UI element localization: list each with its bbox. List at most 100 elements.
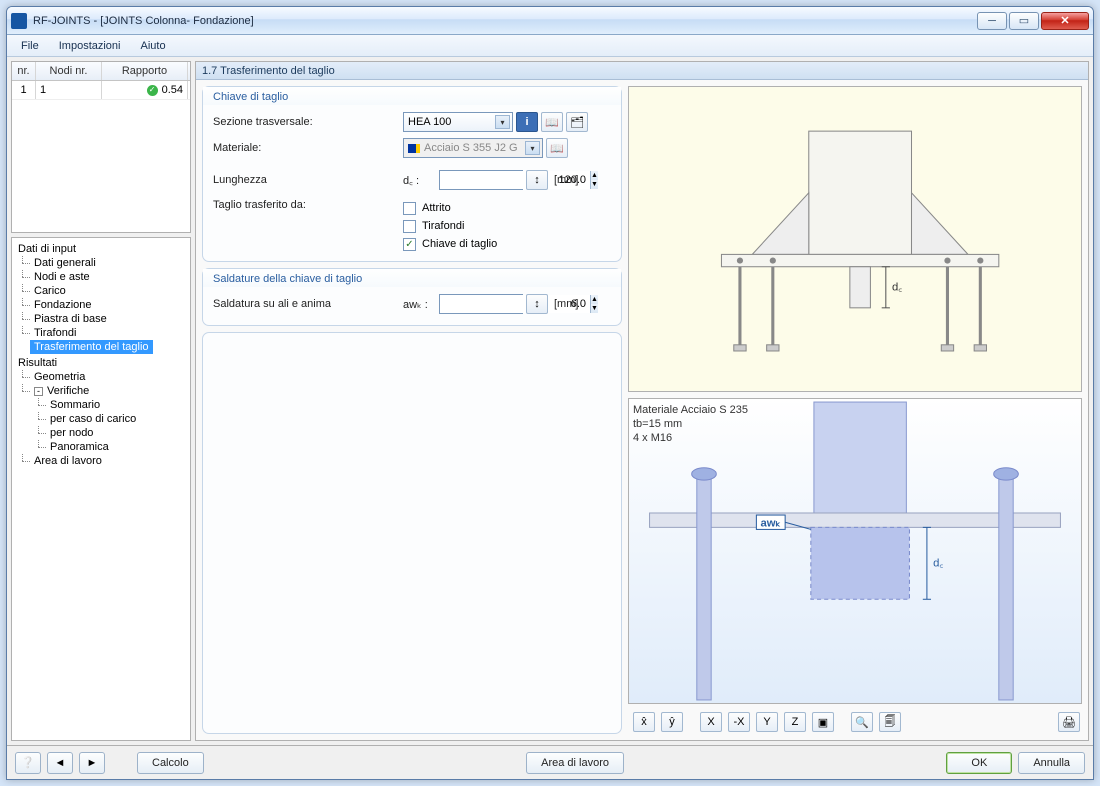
cell-nr: 1 [12,81,36,99]
tree-per-caso[interactable]: per caso di carico [14,412,188,426]
rapporto-value: 0.54 [162,81,183,99]
label-materiale: Materiale: [213,142,403,154]
view-y-icon[interactable]: ŷ [661,712,683,732]
titlebar[interactable]: RF-JOINTS - [JOINTS Colonna- Fondazione]… [7,7,1093,35]
tree-per-nodo[interactable]: per nodo [14,426,188,440]
materiale-library-button[interactable]: 📖 [546,138,568,158]
preview-toolbar: x̂ ŷ X -X Y Z ▣ 🔍 🗐 🖨 [628,710,1082,734]
tree-dati-generali[interactable]: Dati generali [14,256,188,270]
tree-verifiche[interactable]: -Verifiche [14,384,188,398]
tree-results-header[interactable]: Risultati [14,356,188,370]
expand-icon[interactable]: - [34,387,43,396]
svg-text:d꜀: d꜀ [892,281,902,293]
spinner-dc[interactable]: ▲▼ [439,170,523,190]
cell-nodi: 1 [36,81,102,99]
library-button[interactable]: 📖 [541,112,563,132]
axis-y-icon[interactable]: Y [756,712,778,732]
col-nodi[interactable]: Nodi nr. [36,62,102,80]
annulla-button[interactable]: Annulla [1018,752,1085,774]
axis-z-icon[interactable]: Z [784,712,806,732]
diagram-2d: d꜀ [629,87,1081,391]
zoom-icon[interactable]: 🔍 [851,712,873,732]
grid-header: nr. Nodi nr. Rapporto [12,62,190,81]
ok-button[interactable]: OK [946,752,1012,774]
menu-help[interactable]: Aiuto [133,38,174,54]
tree-trasf-taglio[interactable]: Trasferimento del taglio [30,340,153,354]
grid-row[interactable]: 1 1 ✓ 0.54 [12,81,190,100]
tree-nodi-aste[interactable]: Nodi e aste [14,270,188,284]
close-button[interactable]: ✕ [1041,12,1089,30]
print-icon[interactable]: 🖨 [1058,712,1080,732]
svg-text:aᴡₖ: aᴡₖ [760,517,780,529]
tree-tirafondi[interactable]: Tirafondi [14,326,188,340]
iso-view-icon[interactable]: ▣ [812,712,834,732]
tree-geometria[interactable]: Geometria [14,370,188,384]
spin-down-icon[interactable]: ▼ [590,304,598,313]
info-button[interactable]: i [516,112,538,132]
sym-awk: aᴡₖ : [403,298,439,311]
chevron-down-icon[interactable]: ▾ [525,141,540,155]
eu-flag-icon [408,144,420,153]
col-nr[interactable]: nr. [12,62,36,80]
label-sezione: Sezione trasversale: [213,116,403,128]
group-saldature: Saldature della chiave di taglio Saldatu… [202,268,622,326]
pick-button[interactable]: 🗂 [566,112,588,132]
client-area: nr. Nodi nr. Rapporto 1 1 ✓ 0.54 Dati di… [7,57,1093,745]
spin-up-icon[interactable]: ▲ [590,295,598,304]
dropdown-materiale[interactable]: Acciaio S 355 J2 G ▾ [403,138,543,158]
navigation-tree[interactable]: Dati di input Dati generali Nodi e aste … [11,237,191,741]
opt-chiave: Chiave di taglio [422,238,497,250]
preview-3d[interactable]: Materiale Acciaio S 235 tb=15 mm 4 x M16 [628,398,1082,704]
label-lunghezza: Lunghezza [213,174,403,186]
preview-2d[interactable]: d꜀ [628,86,1082,392]
maximize-button[interactable]: ▭ [1009,12,1039,30]
unit-dc: [mm] [554,174,584,186]
tree-panoramica[interactable]: Panoramica [14,440,188,454]
help-button[interactable]: ❔ [15,752,41,774]
sym-dc: d꜀ : [403,173,439,188]
app-icon [11,13,27,29]
prev-button[interactable]: ◄ [47,752,73,774]
spin-down-icon[interactable]: ▼ [590,180,598,189]
next-button[interactable]: ► [79,752,105,774]
area-lavoro-button[interactable]: Area di lavoro [526,752,624,774]
menubar: File Impostazioni Aiuto [7,35,1093,57]
spinner-awk[interactable]: ▲▼ [439,294,523,314]
menu-settings[interactable]: Impostazioni [51,38,129,54]
view-x-icon[interactable]: x̂ [633,712,655,732]
copy-view-icon[interactable]: 🗐 [879,712,901,732]
step-button[interactable]: ↕ [526,170,548,190]
main-panel: 1.7 Trasferimento del taglio Chiave di t… [195,61,1089,741]
dropdown-sezione[interactable]: HEA 100 ▾ [403,112,513,132]
tree-fondazione[interactable]: Fondazione [14,298,188,312]
panel-body: Chiave di taglio Sezione trasversale: HE… [196,80,1088,740]
tree-carico[interactable]: Carico [14,284,188,298]
tree-area-lavoro[interactable]: Area di lavoro [14,454,188,468]
dropdown-materiale-value: Acciaio S 355 J2 G [424,142,518,154]
col-rapporto[interactable]: Rapporto [102,62,188,80]
label-saldatura: Saldatura su ali e anima [213,298,403,310]
chk-chiave[interactable] [403,238,416,251]
nodes-grid[interactable]: nr. Nodi nr. Rapporto 1 1 ✓ 0.54 [11,61,191,233]
tree-piastra[interactable]: Piastra di base [14,312,188,326]
dropdown-sezione-value: HEA 100 [408,116,451,128]
spin-up-icon[interactable]: ▲ [590,171,598,180]
label-taglio-da: Taglio trasferito da: [213,199,403,211]
opt-tirafondi: Tirafondi [422,220,464,232]
group-chiave-taglio: Chiave di taglio Sezione trasversale: HE… [202,86,622,262]
chk-attrito[interactable] [403,202,416,215]
chk-tirafondi[interactable] [403,220,416,233]
window-title: RF-JOINTS - [JOINTS Colonna- Fondazione] [33,15,975,27]
calcolo-button[interactable]: Calcolo [137,752,204,774]
step-button[interactable]: ↕ [526,294,548,314]
chevron-down-icon[interactable]: ▾ [495,115,510,129]
menu-file[interactable]: File [13,38,47,54]
svg-text:d꜀: d꜀ [933,557,943,569]
axis-xneg-icon[interactable]: -X [728,712,750,732]
tree-input-header[interactable]: Dati di input [14,242,188,256]
minimize-button[interactable]: ─ [977,12,1007,30]
form-spacer [202,332,622,734]
panel-title: 1.7 Trasferimento del taglio [196,62,1088,80]
axis-x-icon[interactable]: X [700,712,722,732]
tree-sommario[interactable]: Sommario [14,398,188,412]
